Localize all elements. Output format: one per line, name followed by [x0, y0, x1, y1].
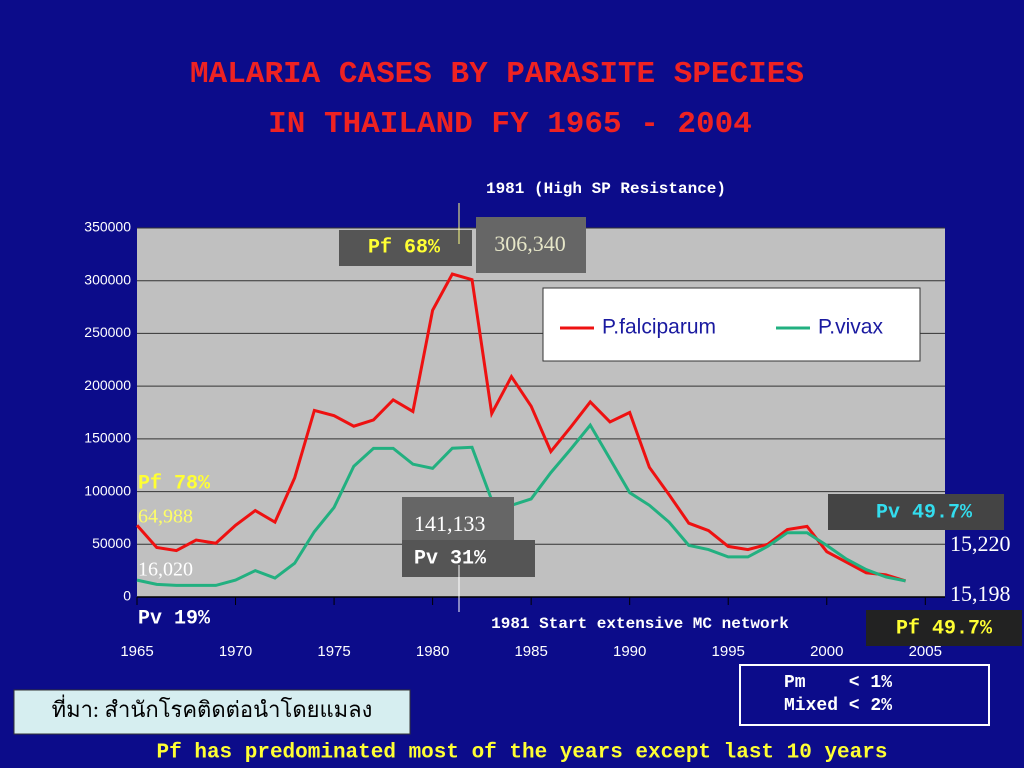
- y-tick-label: 150000: [84, 430, 131, 446]
- footnote: Pf has predominated most of the years ex…: [157, 742, 888, 765]
- annotation-box: [866, 610, 1022, 646]
- annotation: Pv 49.7%: [876, 501, 973, 524]
- x-tick-label: 1985: [514, 643, 547, 660]
- y-tick-label: 350000: [84, 219, 131, 235]
- annotation-box: [402, 540, 535, 577]
- annotation: Mixed < 2%: [784, 696, 892, 716]
- y-tick-label: 0: [123, 588, 131, 604]
- x-tick-label: 2000: [810, 643, 843, 660]
- annotation: 15,220: [950, 531, 1011, 556]
- x-tick-label: 1995: [712, 643, 745, 660]
- source: ที่มา: สำนักโรคติดต่อนำโดยแมลง: [52, 694, 373, 722]
- plot-area: [137, 228, 945, 597]
- annotation: 1981 Start extensive MC network: [491, 615, 789, 633]
- x-tick-label: 1990: [613, 643, 646, 660]
- annotation-box: [339, 230, 472, 266]
- x-tick-label: 2005: [909, 643, 942, 660]
- annotation: 141,133: [414, 511, 486, 536]
- x-tick-label: 1970: [219, 643, 252, 660]
- y-tick-label: 50000: [92, 535, 131, 551]
- y-tick-label: 100000: [84, 482, 131, 498]
- annotation: 64,988: [138, 506, 193, 528]
- legend-label: P.falciparum: [602, 316, 716, 339]
- legend: [542, 287, 921, 362]
- y-tick-label: 200000: [84, 377, 131, 393]
- y-tick-label: 300000: [84, 271, 131, 287]
- annotation: 306,340: [494, 231, 566, 256]
- annotation: Pf 68%: [368, 236, 441, 259]
- series-line: [136, 422, 906, 587]
- annotation: Pf 78%: [138, 472, 211, 495]
- source-box: [13, 689, 411, 735]
- series-line: [135, 272, 907, 583]
- chart-subtitle: IN THAILAND FY 1965 - 2004: [268, 107, 752, 142]
- annotation: 1981 (High SP Resistance): [486, 180, 726, 198]
- annotation: Pf 49.7%: [896, 617, 993, 640]
- x-tick-label: 1965: [120, 643, 153, 660]
- legend-label: P.vivax: [818, 316, 883, 339]
- note-box: [739, 664, 990, 726]
- annotation: Pv 31%: [414, 547, 487, 570]
- x-tick-label: 1980: [416, 643, 449, 660]
- y-tick-label: 250000: [84, 324, 131, 340]
- annotation: Pv 19%: [138, 607, 211, 630]
- annotation-box: [402, 497, 514, 542]
- x-tick-label: 1975: [317, 643, 350, 660]
- annotation: 16,020: [138, 559, 193, 581]
- annotation-box: [476, 217, 586, 273]
- annotation: 15,198: [950, 581, 1011, 606]
- chart-title: MALARIA CASES BY PARASITE SPECIES: [190, 57, 804, 92]
- annotation: Pm < 1%: [784, 673, 892, 693]
- annotation-box: [828, 494, 1004, 530]
